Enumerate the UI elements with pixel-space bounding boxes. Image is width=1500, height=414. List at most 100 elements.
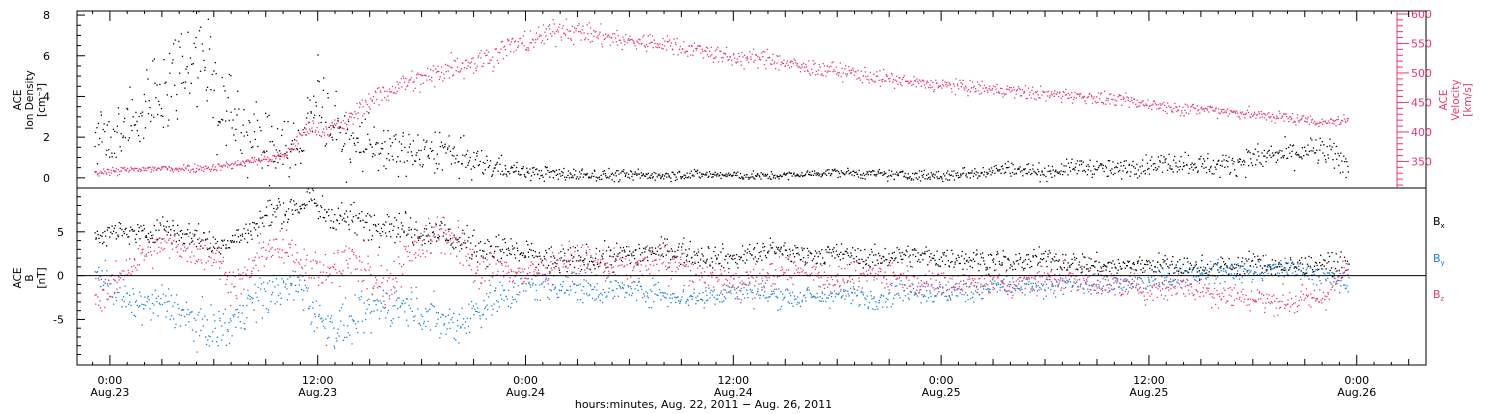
velocity-point	[1281, 116, 1284, 118]
velocity-point	[1189, 110, 1191, 112]
velocity-point	[1221, 108, 1224, 111]
velocity-point	[355, 113, 357, 115]
density-point	[203, 59, 205, 62]
velocity-point	[868, 79, 870, 81]
bx-point	[808, 250, 810, 252]
density-point	[558, 169, 560, 171]
bx-point	[436, 240, 438, 242]
velocity-point	[106, 173, 108, 175]
density-point	[723, 175, 725, 177]
velocity-point	[316, 126, 318, 129]
velocity-point	[101, 172, 103, 174]
density-point	[155, 97, 157, 99]
density-point	[966, 176, 968, 178]
bx-point	[666, 238, 668, 240]
velocity-point	[692, 50, 695, 52]
density-point	[785, 173, 788, 175]
density-point	[233, 134, 235, 136]
by-point	[106, 270, 108, 272]
bx-point	[455, 237, 457, 239]
velocity-point	[1227, 108, 1229, 110]
velocity-point	[950, 88, 953, 90]
velocity-point	[1079, 93, 1081, 95]
bx-point	[1330, 267, 1333, 269]
bx-point	[1149, 267, 1151, 269]
density-point	[275, 167, 277, 169]
bx-point	[1298, 259, 1301, 261]
by-point	[299, 279, 301, 281]
bx-point	[1271, 259, 1273, 261]
density-point	[848, 173, 850, 175]
bx-point	[630, 253, 633, 255]
velocity-point	[777, 55, 779, 58]
density-point	[991, 172, 993, 174]
velocity-point	[835, 73, 838, 75]
velocity-point	[726, 56, 729, 58]
by-point	[394, 292, 396, 294]
bx-point	[931, 257, 933, 259]
density-point	[817, 172, 819, 174]
by-point	[386, 312, 389, 314]
velocity-point	[492, 56, 494, 58]
by-point	[220, 339, 223, 341]
by-point	[138, 306, 140, 308]
velocity-point	[1009, 87, 1011, 89]
density-point	[786, 172, 789, 174]
bx-point	[732, 258, 734, 261]
density-point	[169, 72, 171, 74]
bx-point	[482, 250, 484, 252]
by-point	[427, 310, 429, 312]
by-point	[214, 327, 216, 329]
bx-point	[285, 210, 287, 213]
bx-point	[452, 246, 454, 248]
density-point	[1305, 150, 1307, 152]
bx-point	[1013, 263, 1015, 265]
bx-point	[975, 254, 977, 256]
by-point	[363, 332, 365, 334]
velocity-point	[1210, 107, 1212, 109]
by-point	[334, 347, 336, 349]
velocity-point	[765, 59, 767, 62]
velocity-point	[1306, 121, 1308, 123]
velocity-point	[1130, 97, 1133, 99]
density-point	[1126, 171, 1129, 173]
velocity-point	[862, 75, 864, 77]
by-point	[165, 316, 167, 318]
by-point	[102, 284, 105, 286]
velocity-point	[541, 39, 544, 42]
density-point	[701, 173, 703, 175]
velocity-point	[738, 52, 740, 55]
velocity-point	[342, 127, 344, 130]
density-point	[181, 82, 183, 84]
bx-point	[767, 251, 769, 253]
bx-point	[233, 240, 235, 243]
bx-point	[824, 263, 826, 265]
density-point	[605, 175, 607, 177]
bx-point	[891, 257, 893, 260]
velocity-point	[707, 47, 709, 49]
density-point	[432, 149, 434, 152]
velocity-point	[1276, 115, 1278, 117]
density-point	[1281, 150, 1283, 152]
velocity-point	[124, 169, 126, 171]
bx-point	[1158, 252, 1160, 254]
by-point	[425, 325, 427, 327]
density-point	[159, 83, 161, 86]
by-point	[242, 305, 244, 307]
density-point	[794, 175, 796, 177]
velocity-point	[1034, 91, 1036, 93]
density-point	[821, 174, 823, 177]
velocity-point	[119, 170, 121, 173]
density-point	[742, 176, 744, 179]
bx-point	[306, 191, 308, 193]
bx-point	[1043, 258, 1045, 260]
density-point	[1128, 164, 1130, 166]
density-point	[195, 36, 197, 39]
bx-point	[933, 254, 935, 257]
velocity-point	[677, 54, 679, 56]
bx-point	[1057, 260, 1059, 262]
velocity-point	[1117, 96, 1119, 98]
density-point	[1275, 161, 1277, 163]
density-point	[428, 157, 430, 159]
density-point	[207, 18, 209, 20]
